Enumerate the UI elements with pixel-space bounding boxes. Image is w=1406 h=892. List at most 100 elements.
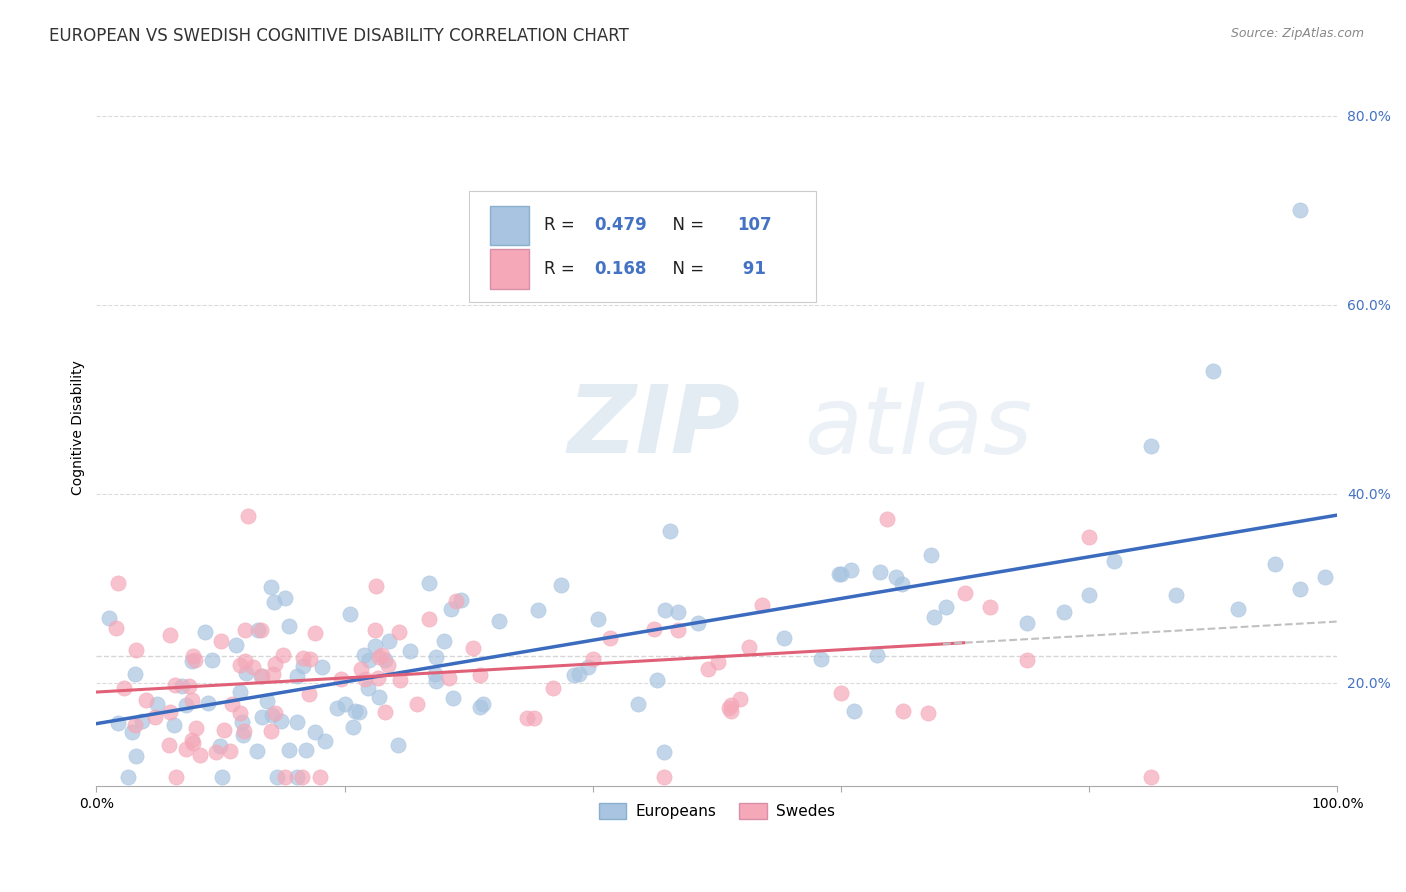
Text: ZIP: ZIP — [568, 382, 741, 474]
Point — [468, 700, 491, 714]
Point — [273, 648, 295, 662]
Point — [238, 508, 260, 523]
Point — [262, 667, 284, 681]
Point — [728, 692, 751, 706]
Text: N =: N = — [662, 217, 710, 235]
Point — [536, 269, 558, 284]
Point — [263, 595, 285, 609]
Text: 107: 107 — [737, 217, 772, 235]
Point — [233, 654, 256, 668]
Point — [688, 615, 710, 630]
Point — [1102, 553, 1125, 567]
Point — [330, 672, 353, 686]
Point — [242, 660, 264, 674]
Point — [423, 666, 446, 681]
Point — [1017, 616, 1039, 631]
Point — [274, 770, 297, 784]
Point — [285, 770, 308, 784]
Point — [229, 657, 252, 672]
Point — [177, 679, 200, 693]
Point — [157, 738, 180, 752]
Point — [107, 576, 129, 591]
Text: Source: ZipAtlas.com: Source: ZipAtlas.com — [1230, 27, 1364, 40]
Point — [285, 715, 308, 730]
Point — [201, 653, 224, 667]
FancyBboxPatch shape — [489, 206, 530, 245]
Point — [264, 706, 287, 721]
Point — [772, 631, 794, 645]
Text: 91: 91 — [737, 260, 766, 278]
Point — [298, 687, 321, 701]
Point — [920, 548, 942, 562]
Point — [135, 693, 157, 707]
Point — [418, 576, 440, 591]
Text: R =: R = — [544, 260, 581, 278]
Point — [830, 686, 852, 700]
Point — [165, 770, 187, 784]
Point — [1017, 653, 1039, 667]
Point — [184, 721, 207, 735]
Point — [145, 697, 167, 711]
Point — [654, 603, 676, 617]
Point — [211, 770, 233, 784]
Point — [751, 598, 773, 612]
Point — [308, 770, 330, 784]
FancyBboxPatch shape — [468, 191, 815, 301]
Point — [425, 649, 447, 664]
Point — [718, 701, 741, 715]
Point — [260, 723, 283, 738]
Point — [367, 672, 389, 686]
Point — [652, 745, 675, 759]
Point — [953, 586, 976, 600]
Point — [159, 705, 181, 719]
Point — [181, 736, 204, 750]
Point — [311, 660, 333, 674]
Point — [979, 600, 1001, 615]
Point — [891, 577, 914, 591]
Point — [865, 648, 887, 662]
Point — [181, 648, 204, 663]
Point — [666, 605, 689, 619]
Point — [666, 623, 689, 637]
Point — [225, 638, 247, 652]
Point — [599, 631, 621, 645]
Point — [188, 747, 211, 762]
Point — [582, 652, 605, 666]
Point — [515, 711, 537, 725]
Point — [353, 648, 375, 662]
Point — [350, 662, 373, 676]
Point — [292, 650, 315, 665]
Point — [326, 701, 349, 715]
Point — [124, 667, 146, 681]
Point — [1289, 203, 1312, 218]
Point — [247, 624, 270, 638]
Point — [343, 704, 366, 718]
Point — [1140, 439, 1163, 453]
Point — [112, 681, 135, 695]
Point — [246, 744, 269, 758]
Point — [218, 744, 240, 758]
Point — [706, 655, 728, 669]
Point — [810, 652, 832, 666]
Point — [252, 710, 274, 724]
FancyBboxPatch shape — [489, 250, 530, 289]
Point — [159, 628, 181, 642]
Point — [374, 653, 396, 667]
Point — [256, 694, 278, 708]
Point — [588, 612, 610, 626]
Point — [1264, 557, 1286, 571]
Point — [174, 698, 197, 712]
Point — [124, 718, 146, 732]
Point — [433, 633, 456, 648]
Point — [1140, 770, 1163, 784]
Point — [371, 648, 394, 662]
Point — [335, 697, 357, 711]
Point — [440, 602, 463, 616]
Point — [214, 723, 236, 738]
Text: N =: N = — [662, 260, 710, 278]
Point — [627, 697, 650, 711]
Point — [229, 706, 252, 720]
Point — [295, 742, 318, 756]
Point — [869, 566, 891, 580]
Point — [339, 607, 361, 621]
